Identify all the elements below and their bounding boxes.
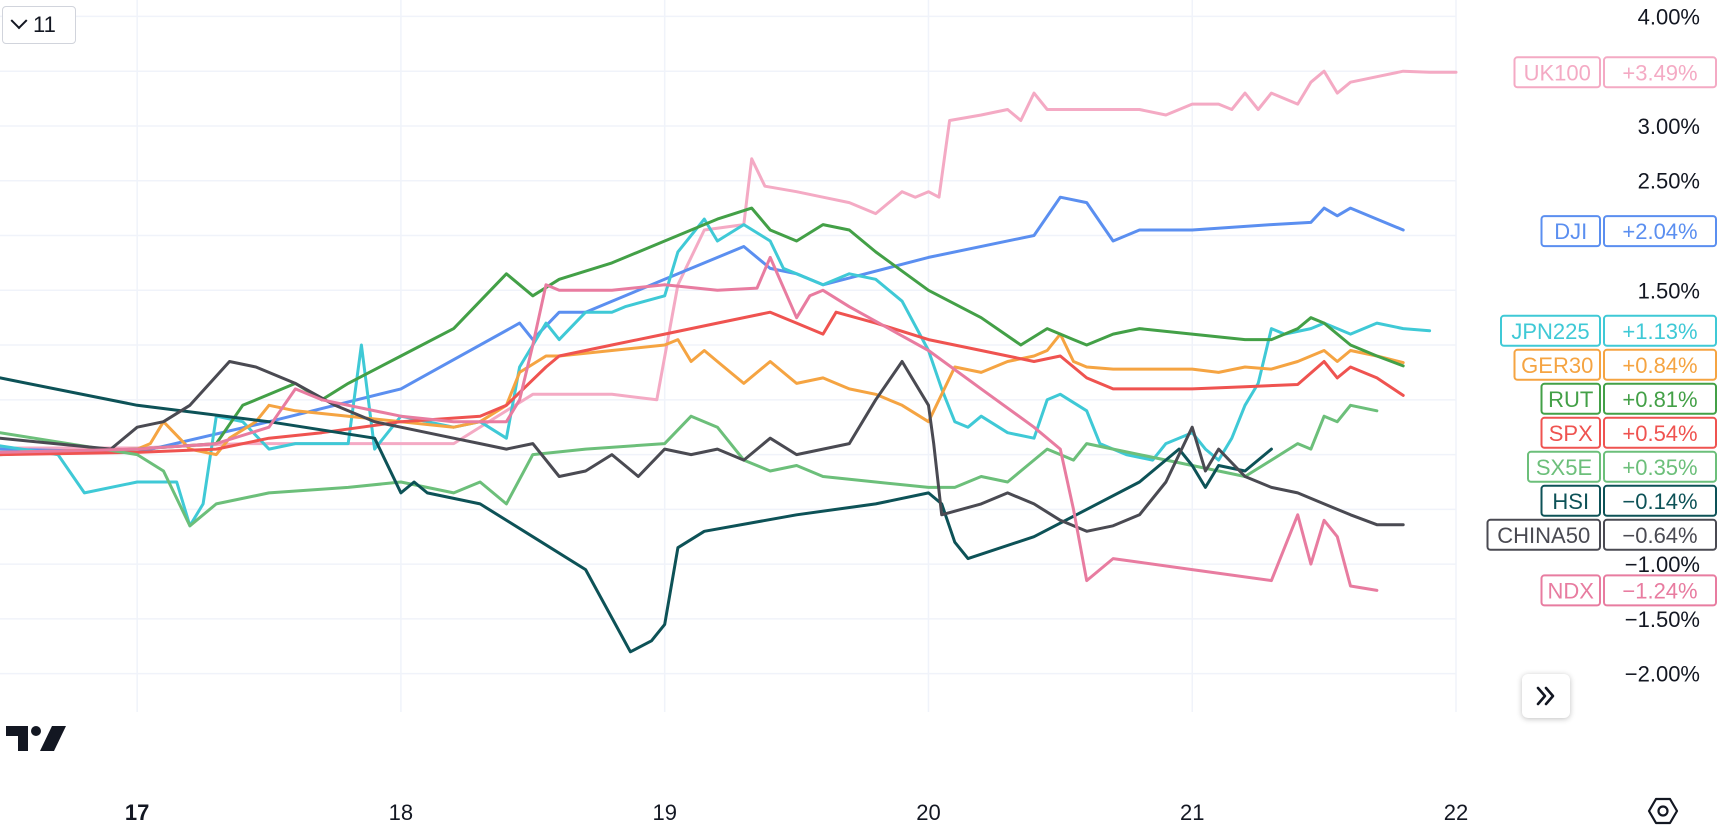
series-change: −0.14% (1622, 489, 1697, 514)
series-change-box (1603, 416, 1717, 449)
series-name: CHINA50 (1497, 523, 1590, 548)
x-axis[interactable]: 17 18 19 20 21 22 (125, 800, 1468, 825)
series-name-box (1540, 215, 1601, 248)
series-change: +3.49% (1622, 60, 1697, 85)
series-name-box (1540, 574, 1601, 607)
series-name: GER30 (1521, 353, 1593, 378)
series-name: NDX (1548, 578, 1595, 603)
series-change: +0.81% (1622, 387, 1697, 412)
series-label-ger30[interactable]: GER30 +0.84% (1513, 348, 1717, 381)
series-line-jpn225[interactable] (0, 217, 1432, 528)
y-tick-label: −1.50% (1625, 607, 1700, 632)
double-chevron-right-icon (1536, 686, 1555, 706)
series-change: −1.24% (1622, 578, 1697, 603)
series-name-box (1486, 518, 1601, 551)
series-name: RUT (1548, 387, 1593, 412)
tradingview-logo-icon (6, 726, 66, 751)
interval-value: 11 (33, 12, 56, 37)
series-name-box (1540, 416, 1601, 449)
series-name: DJI (1554, 219, 1587, 244)
series-line-rut[interactable] (0, 206, 1405, 457)
series-change-box (1603, 484, 1717, 517)
x-tick-label: 19 (652, 800, 676, 825)
y-tick-label: 3.00% (1638, 114, 1700, 139)
scroll-to-realtime-button[interactable] (1522, 674, 1570, 718)
series-label-dji[interactable]: DJI +2.04% (1540, 215, 1717, 248)
series-line-ndx[interactable] (0, 255, 1379, 592)
series-change: +0.35% (1622, 455, 1697, 480)
series-name: UK100 (1524, 60, 1591, 85)
series-name-box (1527, 450, 1601, 483)
y-tick-label: 1.50% (1638, 278, 1700, 303)
series-label-spx[interactable]: SPX +0.54% (1540, 416, 1717, 449)
x-tick-label: 22 (1444, 800, 1468, 825)
y-tick-label: −1.00% (1625, 552, 1700, 577)
series-change-box (1603, 574, 1717, 607)
series-change-box (1603, 314, 1717, 347)
interval-selector-button[interactable]: 11 (2, 6, 76, 44)
series-change-box (1603, 215, 1717, 248)
series-change-box (1603, 450, 1717, 483)
series-label-ndx[interactable]: NDX −1.24% (1540, 574, 1717, 607)
series-name-box (1513, 348, 1601, 381)
series-change: +0.54% (1622, 421, 1697, 446)
y-tick-label: 4.00% (1638, 4, 1700, 29)
series-change: +1.13% (1622, 319, 1697, 344)
series-price-labels: UK100 +3.49% DJI +2.04% JPN225 +1.13% GER30 +0.… (1486, 56, 1717, 607)
series-name: JPN225 (1511, 319, 1589, 344)
series-name: SPX (1549, 421, 1593, 446)
series-change: +2.04% (1622, 219, 1697, 244)
series-label-uk100[interactable]: UK100 +3.49% (1513, 56, 1717, 89)
x-tick-label: 17 (125, 800, 149, 825)
series-change-box (1603, 382, 1717, 415)
series-name-box (1513, 56, 1601, 89)
series-label-hsi[interactable]: HSI −0.14% (1540, 484, 1717, 517)
series-change-box (1603, 348, 1717, 381)
series-name-box (1540, 484, 1601, 517)
series-change-box (1603, 518, 1717, 551)
series-change-box (1603, 56, 1717, 89)
series-change: +0.84% (1622, 353, 1697, 378)
grid-layer (0, 0, 1457, 712)
series-name: SX5E (1536, 455, 1592, 480)
series-line-sx5e[interactable] (0, 403, 1379, 528)
series-name-box (1500, 314, 1601, 347)
series-line-hsi[interactable] (0, 376, 1273, 654)
series-label-jpn225[interactable]: JPN225 +1.13% (1500, 314, 1717, 347)
y-tick-label: 2.50% (1638, 169, 1700, 194)
series-label-china50[interactable]: CHINA50 −0.64% (1486, 518, 1717, 551)
series-label-sx5e[interactable]: SX5E +0.35% (1527, 450, 1717, 483)
x-tick-label: 21 (1180, 800, 1204, 825)
series-name-box (1540, 382, 1601, 415)
y-tick-label: −2.00% (1625, 662, 1700, 687)
series-line-uk100[interactable] (0, 69, 1458, 450)
series-line-china50[interactable] (0, 360, 1405, 533)
x-tick-label: 20 (916, 800, 940, 825)
gear-icon (1647, 797, 1679, 825)
plot-layer (0, 69, 1458, 654)
chevron-down-icon (10, 12, 28, 30)
series-line-dji[interactable] (0, 195, 1405, 454)
x-tick-label: 18 (389, 800, 413, 825)
series-change: −0.64% (1622, 523, 1697, 548)
tradingview-logo[interactable] (6, 724, 66, 757)
series-name: HSI (1552, 489, 1589, 514)
series-label-rut[interactable]: RUT +0.81% (1540, 382, 1717, 415)
chart-settings-button[interactable] (1646, 794, 1680, 828)
